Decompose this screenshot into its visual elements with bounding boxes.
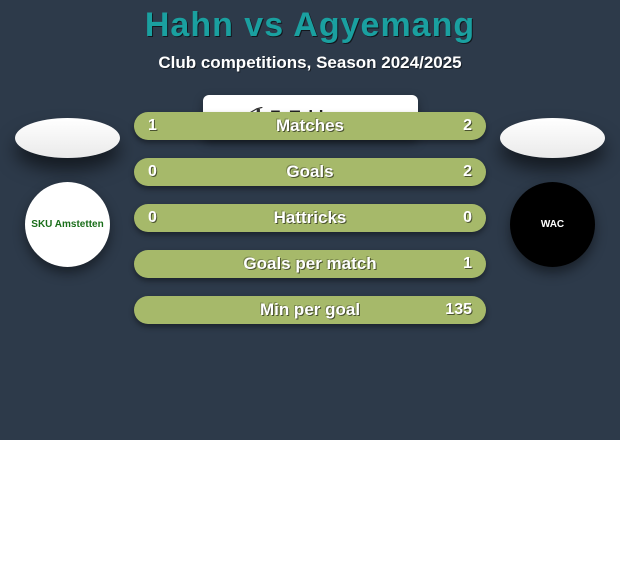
stat-row: 0Goals2: [134, 158, 486, 186]
left-side: SKU Amstetten: [10, 112, 125, 267]
stat-right-value: 2: [463, 117, 472, 135]
player-avatar-left: [15, 118, 120, 158]
stat-left-value: 0: [148, 209, 157, 227]
stat-left-value: 1: [148, 117, 157, 135]
stat-right-value: 2: [463, 163, 472, 181]
stat-label: Min per goal: [134, 300, 486, 320]
whitespace-below: [0, 440, 620, 580]
stat-right-value: 0: [463, 209, 472, 227]
comparison-card: Hahn vs Agyemang Club competitions, Seas…: [0, 0, 620, 440]
stat-right-value: 135: [445, 301, 472, 319]
columns: SKU Amstetten 1Matches20Goals20Hattricks…: [0, 112, 620, 324]
club-badge-right: WAC: [510, 182, 595, 267]
club-badge-right-label: WAC: [541, 219, 564, 230]
stat-row: Min per goal135: [134, 296, 486, 324]
right-side: WAC: [495, 112, 610, 267]
stat-label: Goals: [134, 162, 486, 182]
stat-right-value: 1: [463, 255, 472, 273]
stat-label: Goals per match: [134, 254, 486, 274]
stat-row: Goals per match1: [134, 250, 486, 278]
stat-label: Matches: [134, 116, 486, 136]
stat-label: Hattricks: [134, 208, 486, 228]
page-title: Hahn vs Agyemang: [0, 0, 620, 45]
subtitle: Club competitions, Season 2024/2025: [0, 53, 620, 73]
club-badge-left: SKU Amstetten: [25, 182, 110, 267]
stat-left-value: 0: [148, 163, 157, 181]
player-avatar-right: [500, 118, 605, 158]
stat-rows: 1Matches20Goals20Hattricks0Goals per mat…: [130, 112, 490, 324]
stat-row: 0Hattricks0: [134, 204, 486, 232]
club-badge-left-label: SKU Amstetten: [31, 219, 103, 230]
stat-row: 1Matches2: [134, 112, 486, 140]
